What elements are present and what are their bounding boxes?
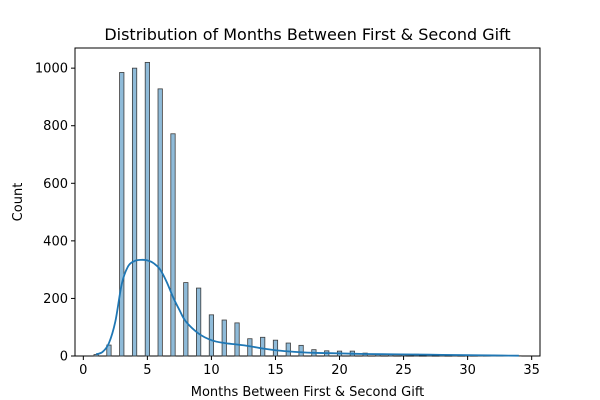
x-tick-label-30: 30 [459, 363, 476, 378]
bar-6 [157, 88, 163, 357]
bar-15 [272, 339, 279, 357]
y-tick-label-200: 200 [43, 292, 68, 307]
bar-9 [196, 287, 202, 357]
y-axis-label: Count [11, 183, 26, 222]
y-tick-label-800: 800 [43, 119, 68, 134]
x-axis: 0 5 10 15 20 25 30 35 [79, 356, 540, 378]
bar-16 [285, 342, 291, 357]
chart-title: Distribution of Months Between First & S… [104, 25, 510, 44]
bar-14 [260, 336, 266, 357]
y-tick-label-1000: 1000 [35, 62, 68, 77]
y-tick-label-600: 600 [43, 177, 68, 192]
bar-4 [131, 67, 138, 357]
plot-frame [74, 47, 541, 357]
y-axis: 0 200 400 600 800 1000 [35, 62, 75, 365]
x-tick-label-25: 25 [395, 363, 412, 378]
x-tick-label-35: 35 [523, 363, 540, 378]
bar-12 [234, 322, 240, 357]
x-axis-label: Months Between First & Second Gift [191, 385, 425, 400]
x-tick-label-15: 15 [267, 363, 284, 378]
bar-5 [144, 61, 150, 357]
plot-area [74, 47, 541, 357]
bar-17 [298, 344, 304, 357]
y-tick-label-0: 0 [60, 350, 68, 365]
bar-11 [221, 319, 227, 357]
x-tick-label-5: 5 [143, 363, 151, 378]
bar-10 [208, 314, 215, 357]
kde-curve [95, 258, 519, 357]
histogram-bars [93, 61, 522, 357]
y-tick-label-400: 400 [43, 234, 68, 249]
x-tick-label-0: 0 [79, 363, 87, 378]
bar-3 [119, 72, 125, 357]
bar-7 [170, 133, 176, 357]
bar-1 [93, 354, 99, 357]
kde-line [95, 258, 519, 357]
x-tick-label-10: 10 [203, 363, 220, 378]
x-tick-label-20: 20 [331, 363, 348, 378]
